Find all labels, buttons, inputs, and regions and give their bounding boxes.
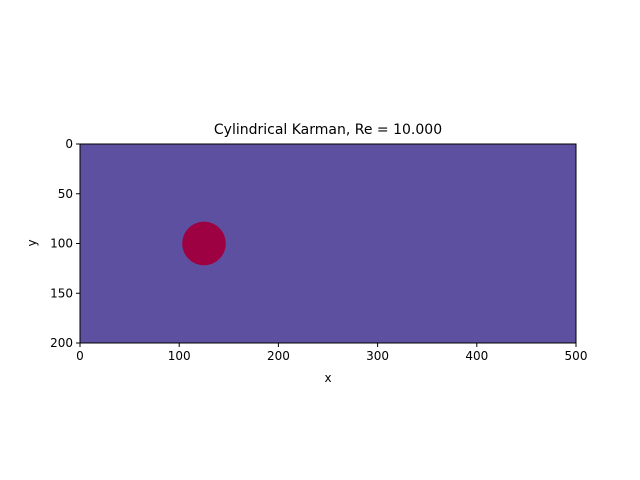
y-axis-ticks: 0 50 100 150 200 bbox=[50, 137, 80, 350]
x-tick-label: 300 bbox=[366, 349, 389, 363]
cylinder-obstacle bbox=[182, 221, 226, 266]
y-tick-label: 100 bbox=[50, 237, 73, 251]
y-tick-label: 150 bbox=[50, 286, 73, 300]
flow-field bbox=[80, 144, 576, 343]
x-axis-label: x bbox=[324, 371, 331, 385]
y-tick-label: 50 bbox=[58, 187, 73, 201]
x-tick-label: 0 bbox=[76, 349, 84, 363]
x-axis-ticks: 0 100 200 300 400 500 bbox=[76, 343, 587, 363]
x-tick-label: 400 bbox=[465, 349, 488, 363]
x-tick-label: 200 bbox=[267, 349, 290, 363]
plot-area bbox=[79, 143, 577, 344]
y-axis-label: y bbox=[25, 239, 39, 246]
y-tick-label: 200 bbox=[50, 336, 73, 350]
x-tick-label: 100 bbox=[168, 349, 191, 363]
y-tick-label: 0 bbox=[65, 137, 73, 151]
chart-title: Cylindrical Karman, Re = 10.000 bbox=[214, 122, 442, 138]
x-tick-label: 500 bbox=[565, 349, 588, 363]
